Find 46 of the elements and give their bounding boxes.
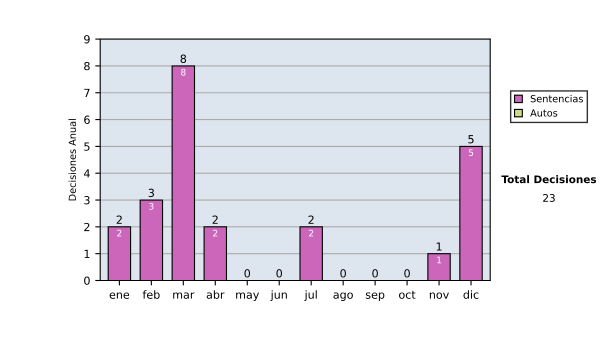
x-tick-label: jun: [270, 290, 287, 301]
x-tick-label: ago: [333, 292, 353, 301]
data-label: 2: [213, 230, 218, 236]
total-label: 2: [212, 215, 218, 224]
y-tick-label: 1: [84, 250, 90, 258]
x-tick-label: jul: [304, 290, 317, 301]
x-tick-label: feb: [142, 290, 160, 299]
y-tick-label: 6: [84, 116, 90, 124]
data-label: 2: [308, 230, 314, 236]
total-label: 5: [468, 135, 474, 144]
y-tick-label: 5: [84, 142, 90, 151]
x-tick-label: ene: [110, 292, 130, 299]
x-tick-label: mar: [173, 292, 194, 299]
total-label: 0: [404, 269, 410, 278]
text: 23: [543, 194, 555, 202]
x-tick-label: oct: [399, 290, 416, 299]
total-label: 8: [180, 54, 186, 63]
data-label: 3: [149, 202, 154, 210]
legend-label: Sentencias: [530, 94, 583, 102]
y-tick-label: 0: [84, 276, 90, 285]
total-label: 2: [116, 215, 122, 224]
data-label: 1: [437, 256, 442, 264]
total-label: 0: [276, 269, 282, 278]
total-label: 0: [340, 269, 346, 278]
y-tick-label: 8: [84, 62, 90, 70]
x-tick-label: dic: [464, 290, 478, 299]
total-label: 0: [244, 269, 250, 278]
y-tick-label: 4: [84, 169, 90, 178]
total-label: 3: [148, 188, 154, 198]
y-tick-label: 7: [84, 88, 90, 97]
x-tick-label: abr: [206, 290, 224, 299]
x-tick-label: sep: [366, 292, 384, 301]
y-tick-label: 2: [84, 222, 90, 232]
data-label: 5: [468, 149, 474, 156]
total-label: 2: [308, 215, 314, 224]
text: Total Decisiones: [501, 175, 596, 184]
data-label: 2: [117, 230, 122, 236]
x-tick-label: nov: [430, 292, 449, 299]
total-label: 0: [372, 269, 378, 278]
y-tick-label: 9: [84, 35, 90, 44]
x-tick-label: may: [236, 292, 260, 301]
y-axis-title: Decisiones Anual: [68, 119, 76, 200]
total-label: 1: [436, 242, 442, 251]
y-tick-label: 3: [84, 196, 90, 204]
data-label: 8: [181, 68, 186, 76]
legend-label: Autos: [530, 109, 558, 117]
